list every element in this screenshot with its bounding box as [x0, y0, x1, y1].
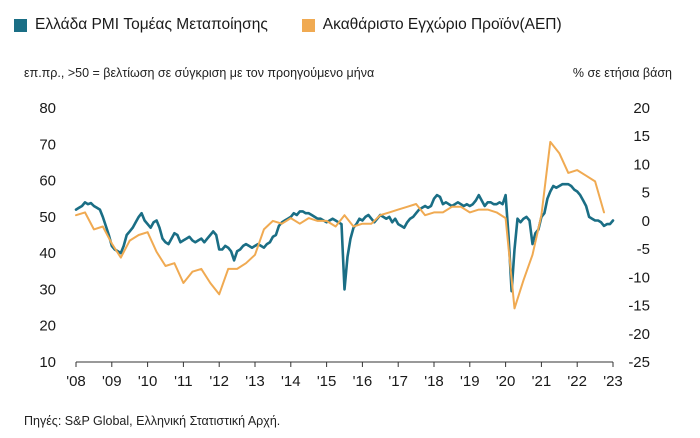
legend-item-pmi: Ελλάδα PMI Τομέας Μεταποίησης — [14, 16, 268, 34]
y-left-tick-label: 80 — [39, 100, 56, 117]
legend-item-gdp: Ακαθάριστο Εγχώριο Προϊόν(ΑΕΠ) — [301, 16, 562, 34]
x-tick-label: '10 — [138, 373, 158, 390]
y-left-tick-label: 60 — [39, 173, 56, 190]
x-tick-label: '22 — [567, 373, 587, 390]
y-left-tick-label: 10 — [39, 354, 56, 371]
x-tick-label: '13 — [245, 373, 265, 390]
y-right-tick-label: -10 — [628, 269, 650, 286]
legend-label-pmi: Ελλάδα PMI Τομέας Μεταποίησης — [35, 16, 268, 33]
y-right-tick-label: 20 — [633, 100, 650, 117]
x-tick-label: '23 — [603, 373, 623, 390]
y-right-tick-label: 10 — [633, 156, 650, 173]
x-tick-label: '08 — [66, 373, 86, 390]
x-tick-label: '15 — [317, 373, 337, 390]
y-right-tick-label: 5 — [642, 185, 650, 202]
x-tick-label: '11 — [174, 373, 192, 390]
x-tick-label: '19 — [460, 373, 480, 390]
y-left-tick-label: 50 — [39, 209, 56, 226]
x-tick-label: '17 — [388, 373, 408, 390]
y-left-tick-label: 30 — [39, 281, 56, 298]
x-tick-label: '14 — [281, 373, 301, 390]
y-right-tick-label: -25 — [628, 354, 650, 371]
right-axis-note: % σε ετήσια βάση — [572, 66, 672, 80]
y-right-tick-label: 15 — [633, 128, 650, 145]
x-tick-label: '20 — [496, 373, 516, 390]
y-right-tick-label: -5 — [637, 241, 650, 258]
chart-legend: Ελλάδα PMI Τομέας Μεταποίησης Ακαθάριστο… — [14, 16, 596, 34]
left-axis-note: επ.πρ., >50 = βελτίωση σε σύγκριση με το… — [24, 66, 375, 80]
x-tick-label: '18 — [424, 373, 444, 390]
y-left-tick-label: 40 — [39, 245, 56, 262]
gdp-series-line — [75, 140, 605, 310]
source-note: Πηγές: S&P Global, Ελληνική Στατιστική Α… — [24, 414, 281, 428]
legend-label-gdp: Ακαθάριστο Εγχώριο Προϊόν(ΑΕΠ) — [322, 16, 562, 33]
legend-swatch-gdp — [301, 18, 315, 32]
y-left-tick-label: 20 — [39, 318, 56, 335]
pmi-series-line — [74, 182, 615, 293]
y-right-tick-label: -15 — [628, 298, 650, 315]
legend-swatch-pmi — [14, 18, 27, 32]
y-right-tick-label: 0 — [642, 213, 650, 230]
x-tick-label: '21 — [532, 373, 552, 390]
x-tick-label: '12 — [209, 373, 229, 390]
x-tick-label: '09 — [102, 373, 122, 390]
y-right-tick-label: -20 — [628, 326, 650, 343]
y-left-tick-label: 70 — [39, 136, 56, 153]
x-tick-label: '16 — [353, 373, 373, 390]
